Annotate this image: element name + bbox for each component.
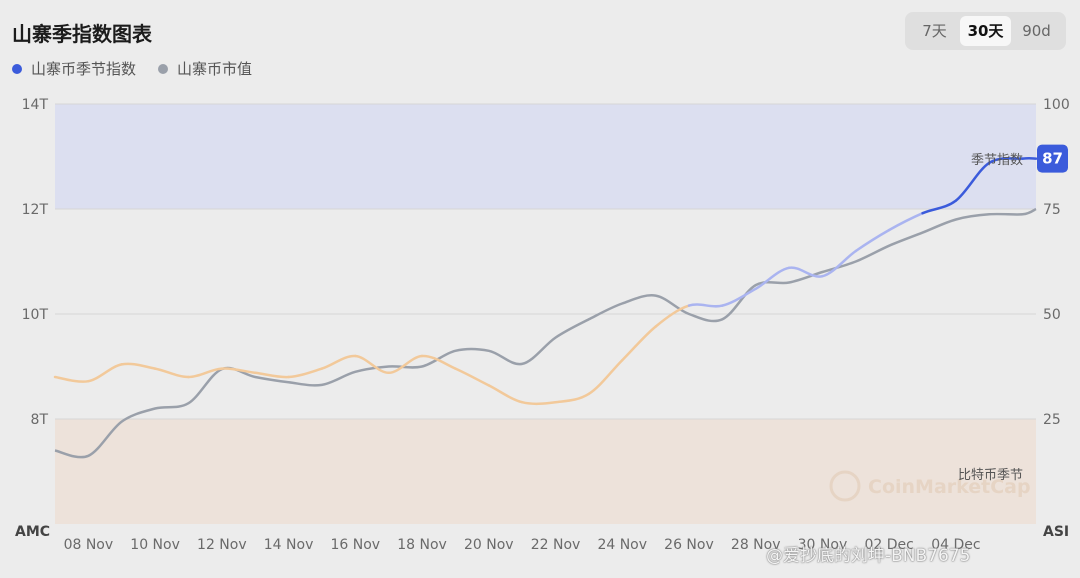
current-value-label: 87	[1042, 150, 1063, 168]
left-axis-tick-label: 14T	[22, 97, 49, 113]
left-axis-label: AMC	[15, 524, 50, 540]
season-index-line-segment	[87, 363, 123, 383]
season-index-line-segment	[921, 199, 958, 215]
season-index-line-segment	[654, 304, 691, 328]
x-axis-tick-label: 28 Nov	[731, 537, 781, 553]
x-axis-tick-label: 02 Dec	[865, 537, 914, 553]
season-index-line-segment	[821, 249, 858, 278]
x-axis-tick-label: 20 Nov	[464, 537, 514, 553]
season-index-line-segment	[320, 354, 357, 370]
season-index-line-segment	[721, 287, 757, 307]
x-axis-tick-label: 18 Nov	[397, 537, 447, 553]
right-axis-tick-label: 100	[1043, 97, 1070, 113]
legend-label: 山寨币季节指数	[31, 60, 137, 78]
right-axis-tick-label: 50	[1043, 307, 1061, 323]
season-index-line-segment	[387, 354, 424, 375]
legend-dot-icon	[12, 63, 22, 74]
season-index-line-segment	[487, 384, 524, 404]
season-index-line-segment	[620, 325, 657, 362]
tab-30d[interactable]: 30天	[960, 16, 1011, 46]
bitcoin-season-band	[55, 419, 1036, 524]
left-axis-tick-label: 8T	[31, 412, 49, 428]
legend-item-season-index[interactable]: 山寨币季节指数	[12, 58, 136, 79]
coinmarketcap-watermark: CoinMarketCap	[868, 476, 1031, 498]
credit-watermark: @爱抄底的刘坤-BNB7675	[766, 546, 971, 566]
season-index-line-segment	[53, 375, 90, 383]
x-axis-tick-label: 08 Nov	[64, 537, 114, 553]
season-index-line-segment	[220, 367, 257, 375]
season-index-line-segment	[454, 367, 491, 387]
legend-item-market-cap[interactable]: 山寨币市值	[158, 58, 252, 79]
season-index-line-segment	[854, 228, 891, 253]
current-value-badge	[1037, 144, 1068, 173]
x-axis-tick-label: 16 Nov	[331, 537, 381, 553]
x-axis-tick-label: 10 Nov	[130, 537, 180, 553]
season-index-line-segment	[954, 161, 991, 202]
season-index-line-segment	[120, 362, 157, 370]
season-index-line-segment	[153, 367, 190, 379]
time-range-selector: 7天 30天 90d	[905, 12, 1066, 50]
chart-title: 山寨季指数图表	[12, 22, 152, 46]
bitcoin-season-band-label: 比特币季节	[958, 468, 1023, 483]
legend-dot-icon	[158, 63, 169, 74]
tab-90d[interactable]: 90d	[1022, 22, 1051, 40]
left-axis-tick-label: 10T	[22, 307, 49, 323]
season-index-line-segment	[687, 303, 724, 308]
season-index-line-segment	[520, 400, 557, 406]
right-axis-tick-label: 25	[1043, 412, 1061, 428]
tab-7d[interactable]: 7天	[922, 22, 947, 40]
altcoin-season-band	[55, 104, 1036, 209]
legend: 山寨币季节指数 山寨币市值	[12, 58, 252, 79]
legend-label: 山寨币市值	[177, 60, 253, 78]
season-index-line-segment	[988, 157, 1024, 165]
season-index-line-segment	[253, 371, 290, 379]
season-index-line-segment	[754, 266, 791, 291]
right-axis-tick-label: 75	[1043, 202, 1061, 218]
right-axis-label: ASI	[1043, 524, 1069, 540]
season-index-line-segment	[587, 358, 624, 396]
x-axis-tick-label: 24 Nov	[597, 537, 647, 553]
x-axis-tick-label: 12 Nov	[197, 537, 247, 553]
season-index-line-segment	[787, 266, 824, 278]
coinmarketcap-logo-icon	[829, 470, 861, 502]
x-axis-tick-label: 22 Nov	[531, 537, 581, 553]
x-axis-tick-label: 14 Nov	[264, 537, 314, 553]
season-index-line-segment	[187, 367, 224, 379]
left-axis-tick-label: 12T	[22, 202, 49, 218]
season-index-line-segment	[420, 354, 457, 370]
season-index-line-segment	[554, 392, 591, 404]
x-axis-tick-label: 26 Nov	[664, 537, 714, 553]
season-index-line-segment	[287, 367, 324, 379]
season-band-label: 季节指数	[971, 153, 1023, 168]
season-index-line-segment	[887, 211, 924, 232]
x-axis-tick-label: 30 Nov	[798, 537, 848, 553]
x-axis-tick-label: 04 Dec	[931, 537, 980, 553]
season-index-line-segment	[354, 354, 390, 375]
